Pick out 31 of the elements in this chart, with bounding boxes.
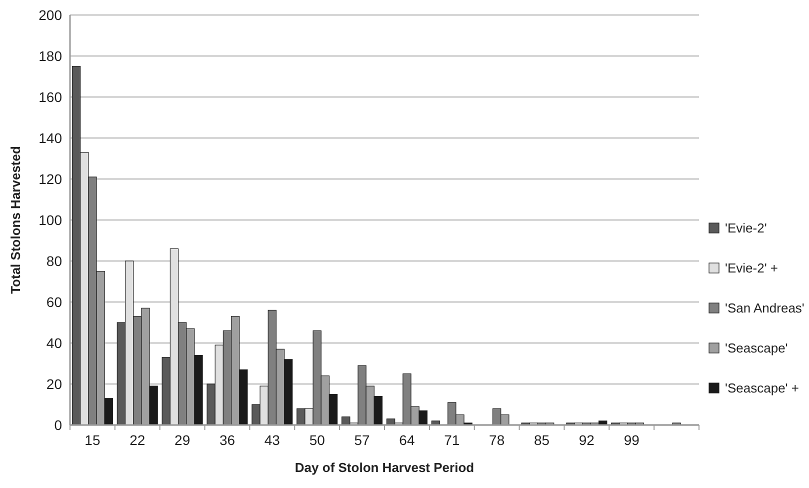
x-tick-label: 78 bbox=[489, 432, 505, 448]
x-tick-label: 29 bbox=[174, 432, 190, 448]
y-tick-label: 140 bbox=[38, 130, 62, 146]
x-tick-label: 15 bbox=[84, 432, 100, 448]
x-axis-title: Day of Stolon Harvest Period bbox=[294, 460, 474, 475]
x-tick-label: 64 bbox=[399, 432, 415, 448]
legend-label: 'Seascape' + bbox=[725, 380, 799, 396]
y-tick-label: 160 bbox=[38, 88, 62, 105]
y-axis-title: Total Stolons Harvested bbox=[8, 146, 23, 294]
x-tick-label: 50 bbox=[309, 432, 326, 448]
y-tick-label: 120 bbox=[38, 170, 62, 187]
x-tick-label: 71 bbox=[444, 432, 460, 448]
legend-label: 'Evie-2' bbox=[725, 220, 767, 236]
legend-label: 'Evie-2' + bbox=[725, 260, 778, 276]
x-tick-label: 57 bbox=[354, 432, 370, 448]
y-tick-label: 0 bbox=[54, 416, 62, 433]
y-tick-label: 60 bbox=[46, 294, 62, 310]
y-tick-label: 40 bbox=[46, 334, 62, 351]
y-tick-label: 180 bbox=[38, 48, 62, 64]
y-tick-label: 80 bbox=[46, 252, 62, 269]
legend-label: 'San Andreas' bbox=[725, 300, 804, 316]
x-tick-label: 85 bbox=[534, 432, 550, 448]
y-tick-label: 200 bbox=[38, 6, 62, 23]
x-tick-label: 22 bbox=[130, 432, 146, 448]
x-tick-label: 36 bbox=[219, 432, 236, 448]
x-tick-label: 92 bbox=[578, 432, 595, 448]
x-tick-label: 99 bbox=[624, 432, 640, 448]
legend-label: 'Seascape' bbox=[725, 340, 788, 356]
x-tick-label: 43 bbox=[264, 432, 280, 448]
y-tick-label: 100 bbox=[38, 212, 62, 228]
y-tick-label: 20 bbox=[46, 376, 62, 392]
